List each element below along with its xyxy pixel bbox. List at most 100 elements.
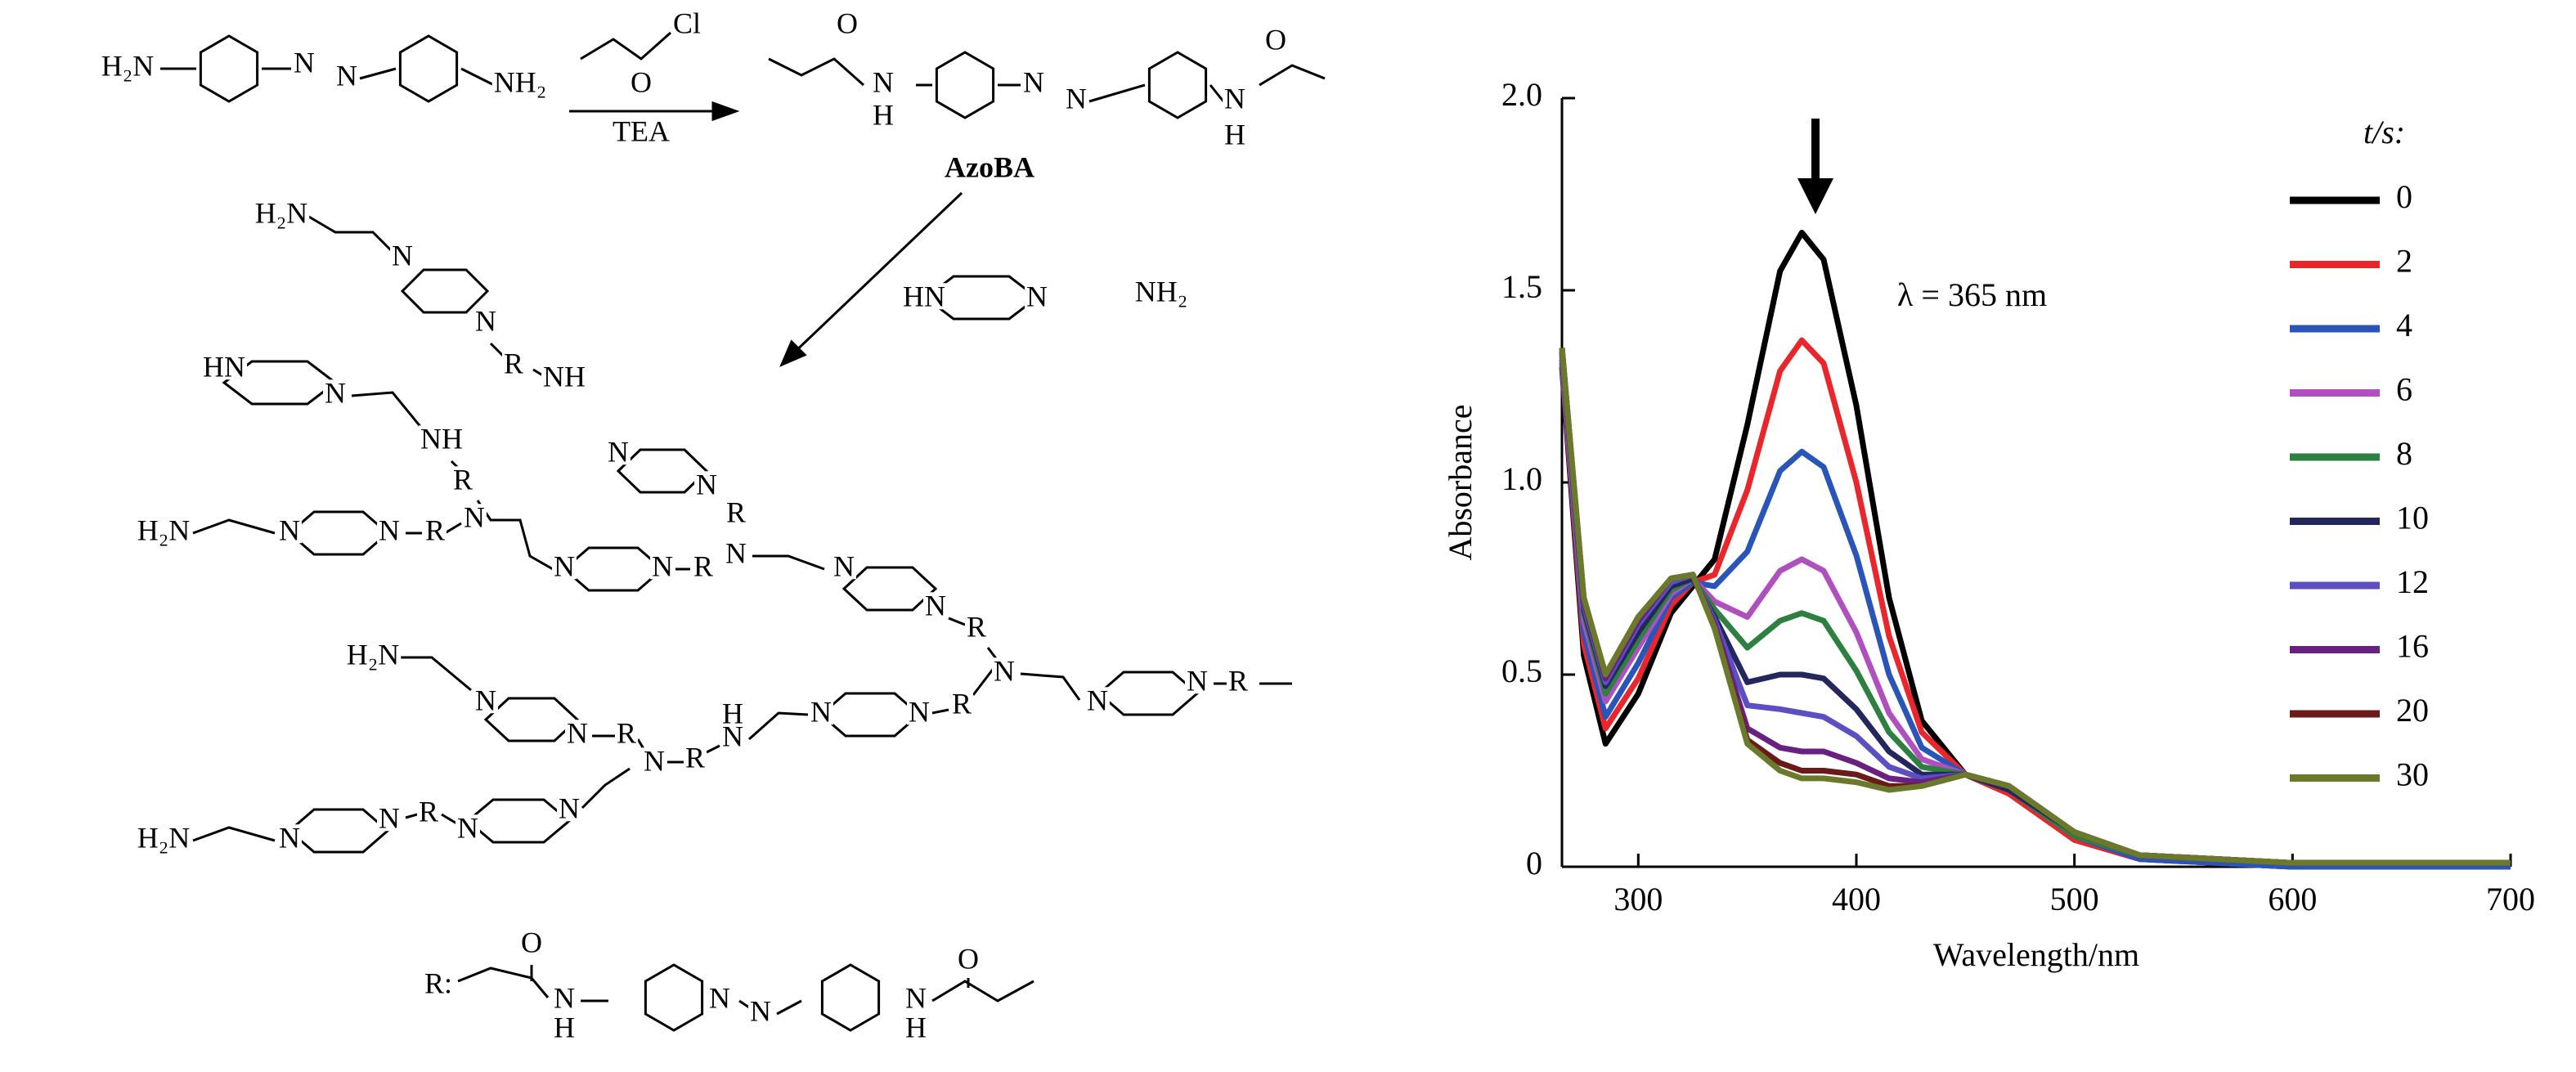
atom-label: N [909,695,930,728]
y-tick-label: 0.5 [1501,653,1542,689]
x-tick-label: 300 [1613,881,1663,917]
annotation-arrow-head [1797,178,1833,214]
atom-label: N [279,821,300,854]
label-background [292,49,316,76]
y-tick-label: 2.0 [1501,76,1542,113]
piperazine-ring [483,697,580,742]
label-background [519,929,544,956]
label-background [451,466,475,493]
bond [1209,84,1225,102]
atom-label: H₂N [137,514,191,546]
spectrum-line [1559,337,2511,870]
atom-label: N [1026,280,1048,312]
bond [1088,83,1146,103]
atom-label: HN [203,350,245,383]
y-tick-label: 1.5 [1501,268,1542,305]
bond [1020,672,1081,701]
atom-label: N [475,684,496,716]
label-background [1085,687,1110,714]
bond [192,518,276,535]
atom-label: N [994,654,1015,687]
x-tick-label: 700 [2486,881,2535,917]
legend-title: t/s: [2363,114,2405,150]
legend-label: 20 [2396,692,2429,729]
label-background [473,307,498,334]
label-background [552,1014,577,1041]
label-background [344,641,402,668]
annotation: λ = 365 nm [1897,276,2047,313]
atom-label: HN [903,280,945,312]
label-background [377,517,402,544]
atom-label: R [952,687,972,720]
atom-label: N [379,514,400,546]
bond [752,554,825,571]
piperazine-ring [1097,671,1200,716]
atom-label: R [685,741,705,774]
y-tick-label: 1.0 [1501,460,1542,497]
label-background [552,985,577,1011]
atom-label: N [709,981,730,1014]
legend-label: 2 [2396,243,2412,280]
atom-label: NH₂ [494,65,547,98]
atom-label: Cl [673,7,701,39]
atom-label: N [925,589,946,621]
label-background [201,353,247,380]
label-background [907,698,931,725]
label-background [1133,278,1190,305]
label-background [943,154,1036,181]
bond [972,666,996,696]
bond [581,767,631,810]
label-background [422,970,455,997]
atom-label: H [554,1011,575,1043]
y-axis-label: Absorbance [1442,404,1479,560]
piperazine-ring [287,808,390,854]
atom-label: N [559,792,580,824]
atom-label: N [336,59,357,92]
legend-label: 12 [2396,563,2429,600]
label-background [606,438,631,465]
atom-label: R [617,716,636,749]
label-background [99,52,156,79]
label-background [871,101,895,128]
atom-label: N [464,500,485,533]
label-background [923,592,948,619]
atom-label: H [873,98,894,131]
label-background [611,118,671,145]
bond [405,813,418,819]
atom-label: N [833,549,855,582]
atom-label: N [905,981,927,1014]
bond [476,500,554,571]
atom-label: N [475,304,496,337]
label-background [135,824,192,851]
atom-label: N [1187,664,1208,697]
label-background [671,10,703,37]
bond [351,391,424,429]
bond [768,57,864,87]
atom-label: N [279,514,300,546]
label-background [419,425,464,452]
label-background [253,200,310,227]
y-tick-label: 0 [1526,845,1542,881]
atom-label: O [521,926,542,958]
bond [748,711,809,741]
atom-label: N [873,65,894,98]
atom-label: N [608,435,629,468]
atom-label: N [392,239,413,271]
atom-label: N [1023,65,1044,98]
label-background [390,242,415,269]
label-background [992,657,1016,684]
atom-label: R [726,496,746,528]
bond [441,813,459,826]
bond [359,67,397,80]
x-tick-label: 400 [1832,881,1881,917]
label-background [473,687,498,714]
atom-label: H₂N [255,196,308,229]
atom-label: H [905,1011,927,1043]
label-background [557,795,581,822]
atom-label: N [379,801,400,834]
label-background [694,471,719,498]
atom-label: NH [420,422,463,455]
label-background [904,1014,928,1041]
bond [1259,64,1326,87]
label-background [423,517,447,544]
